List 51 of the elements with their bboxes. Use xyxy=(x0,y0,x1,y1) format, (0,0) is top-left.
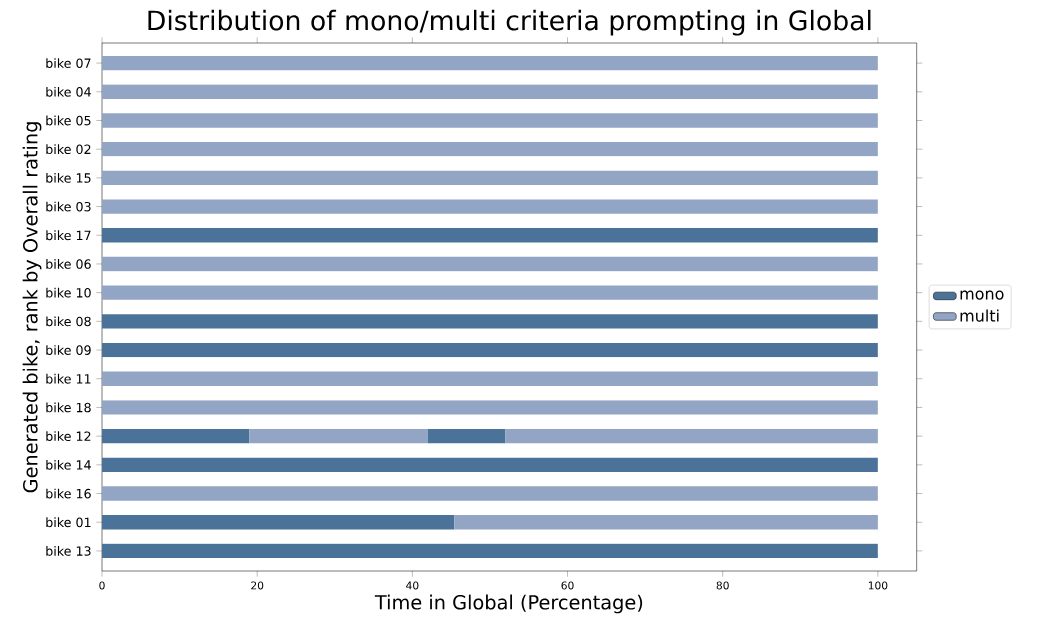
x-tick-label: 40 xyxy=(406,581,419,590)
x-tick-label: 100 xyxy=(868,581,888,590)
bar xyxy=(102,543,878,559)
y-tick-label: bike 03 xyxy=(46,201,91,212)
bar xyxy=(102,342,878,358)
y-tick-label: bike 04 xyxy=(46,86,91,97)
y-tick-label: bike 08 xyxy=(46,316,91,327)
bar xyxy=(102,428,250,444)
bar xyxy=(102,142,878,157)
x-tick-label: 80 xyxy=(716,581,729,590)
y-tick-label: bike 14 xyxy=(46,459,91,470)
y-tick-label: bike 17 xyxy=(46,230,91,241)
bar xyxy=(102,314,878,329)
y-tick-label: bike 09 xyxy=(46,345,91,355)
bar xyxy=(102,457,878,472)
bar xyxy=(249,428,428,444)
bar xyxy=(102,256,878,272)
legend-label: multi xyxy=(960,309,999,322)
bar xyxy=(454,515,878,530)
y-tick-label: bike 18 xyxy=(46,402,91,413)
y-tick-label: bike 06 xyxy=(46,259,91,269)
y-tick-label: bike 12 xyxy=(46,431,91,442)
bar xyxy=(102,400,878,415)
y-tick-label: bike 07 xyxy=(46,58,91,68)
x-tick-label: 60 xyxy=(561,581,574,590)
chart-title: Distribution of mono/multi criteria prompting in Global xyxy=(148,9,871,36)
y-tick-label: bike 05 xyxy=(46,115,91,126)
y-tick-label: bike 16 xyxy=(46,488,91,499)
bar xyxy=(102,55,878,71)
bar xyxy=(102,170,878,186)
y-tick-label: bike 11 xyxy=(46,373,91,384)
bar xyxy=(102,285,878,300)
bar xyxy=(102,199,878,214)
bar xyxy=(427,428,506,444)
y-axis-title: Generated bike, rank by Overall rating xyxy=(22,122,42,493)
bar xyxy=(102,228,878,243)
legend-label: mono xyxy=(960,290,1004,300)
bar xyxy=(102,371,878,386)
bar xyxy=(505,428,878,444)
x-tick-label: 20 xyxy=(251,581,264,590)
y-tick-label: bike 01 xyxy=(46,517,91,528)
bar xyxy=(102,113,878,128)
x-axis-title: Time in Global (Percentage) xyxy=(374,594,643,614)
bar xyxy=(102,486,878,501)
y-tick-label: bike 15 xyxy=(46,172,91,183)
bar xyxy=(102,515,455,530)
bar xyxy=(102,84,878,99)
y-tick-label: bike 10 xyxy=(46,287,91,298)
x-tick-label: 0 xyxy=(99,581,105,590)
y-tick-label: bike 02 xyxy=(46,144,91,155)
y-tick-label: bike 13 xyxy=(46,546,91,556)
